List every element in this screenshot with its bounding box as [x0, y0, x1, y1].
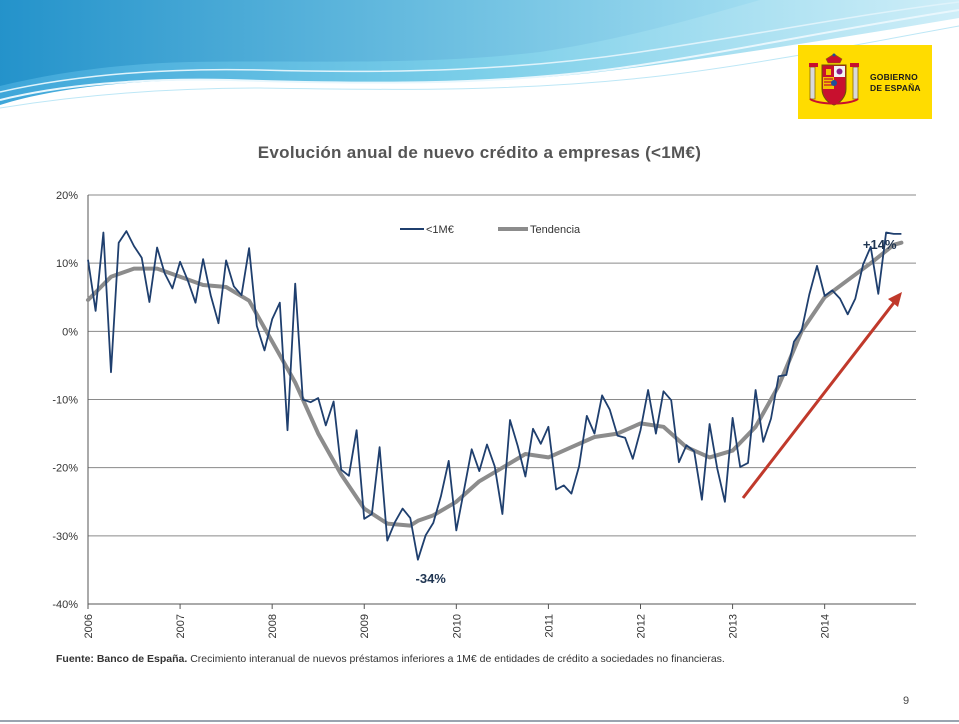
- trend-arrow-icon: [741, 299, 898, 499]
- x-tick-label: 2013: [728, 614, 740, 638]
- logo-text-line2: DE ESPAÑA: [870, 83, 921, 93]
- chart-title: Evolución anual de nuevo crédito a empre…: [257, 143, 702, 162]
- y-tick-label: 20%: [56, 190, 78, 202]
- y-tick-label: -30%: [52, 531, 78, 543]
- series-line-tendencia: [86, 240, 904, 528]
- annotation-label: -34%: [416, 571, 447, 586]
- y-tick-label: -20%: [52, 463, 78, 475]
- x-tick-label: 2010: [451, 614, 463, 638]
- page-number: 9: [903, 695, 910, 707]
- coat-of-arms-icon: [809, 53, 859, 106]
- source-text: Crecimiento interanual de nuevos préstam…: [190, 653, 725, 665]
- y-tick-label: -10%: [52, 395, 78, 407]
- y-tick-label: -40%: [52, 599, 78, 611]
- source-note: Fuente: Banco de España. Crecimiento int…: [56, 653, 725, 665]
- x-tick-label: 2011: [543, 614, 555, 638]
- legend-label-monthly: <1M€: [426, 224, 454, 236]
- series-line-monthly: [87, 230, 902, 561]
- trend-arrow-head-icon: [888, 292, 902, 307]
- x-tick-label: 2014: [820, 614, 832, 638]
- legend-label-tendencia: Tendencia: [530, 224, 581, 236]
- x-tick-label: 2008: [267, 614, 279, 638]
- x-tick-label: 2006: [83, 614, 95, 638]
- bottom-divider: [0, 720, 959, 722]
- source-label: Fuente: Banco de España.: [56, 653, 188, 665]
- x-tick-label: 2007: [175, 614, 187, 638]
- x-tick-label: 2012: [635, 614, 647, 638]
- logo-text-line1: GOBIERNO: [870, 72, 918, 82]
- annotation-label: +14%: [863, 237, 897, 252]
- gobierno-logo: GOBIERNO DE ESPAÑA: [798, 45, 932, 119]
- x-tick-label: 2009: [359, 614, 371, 638]
- y-tick-label: 10%: [56, 258, 78, 270]
- y-tick-label: 0%: [62, 326, 78, 338]
